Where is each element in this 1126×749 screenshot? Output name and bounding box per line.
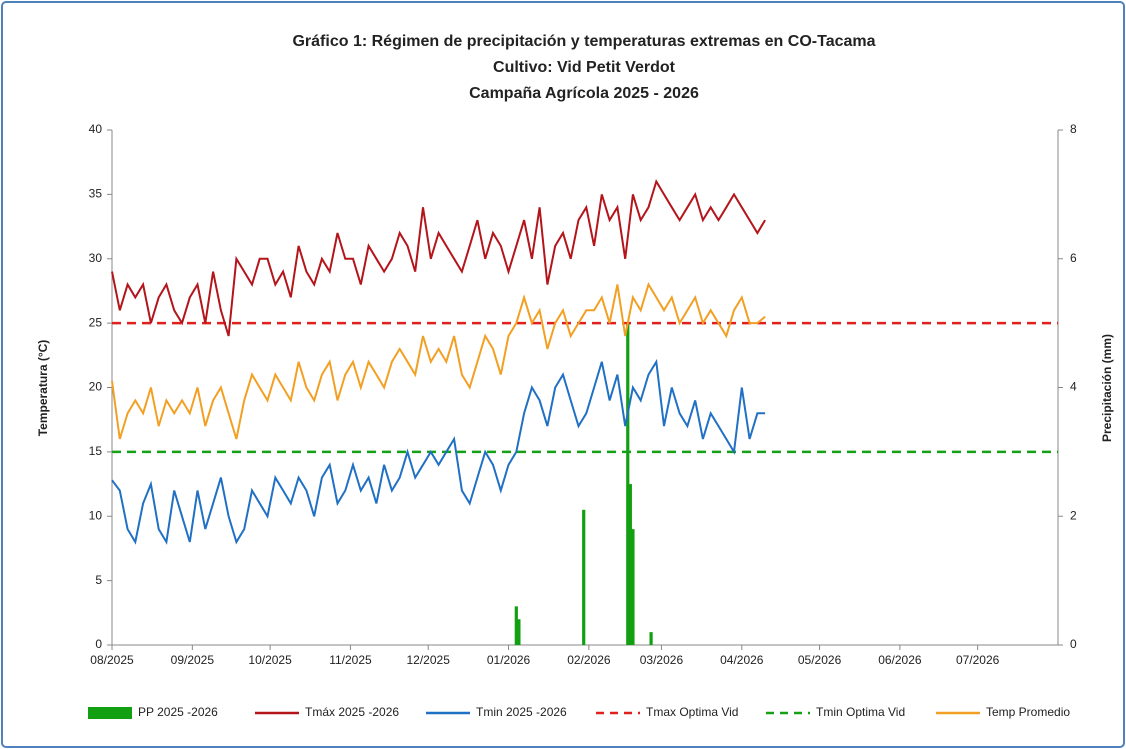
y-tick-label: 40	[89, 122, 103, 136]
x-tick-label: 01/2026	[487, 653, 531, 667]
chart-title: Gráfico 1: Régimen de precipitación y te…	[292, 33, 875, 50]
legend-label: Temp Promedio	[986, 705, 1070, 719]
y-tick-label: 15	[89, 444, 103, 458]
precip-bar	[628, 484, 632, 645]
y-tick-label: 0	[95, 637, 102, 651]
y2-tick-label: 2	[1070, 508, 1077, 522]
y-tick-label: 30	[89, 251, 103, 265]
x-tick-label: 08/2025	[90, 653, 134, 667]
precip-bar	[626, 323, 630, 645]
x-tick-label: 12/2025	[407, 653, 451, 667]
y2-axis-label: Precipitación (mm)	[1100, 334, 1114, 442]
precip-bar	[649, 632, 653, 645]
y-tick-label: 35	[89, 187, 103, 201]
legend-label: PP 2025 -2026	[138, 705, 218, 719]
x-tick-label: 07/2026	[956, 653, 1000, 667]
y-tick-label: 25	[89, 315, 103, 329]
x-tick-label: 06/2026	[878, 653, 922, 667]
y2-tick-label: 4	[1070, 380, 1077, 394]
series-line	[111, 282, 766, 440]
x-tick-label: 02/2026	[567, 653, 611, 667]
y2-tick-label: 6	[1070, 251, 1077, 265]
precip-bar	[514, 606, 518, 645]
x-tick-label: 05/2026	[798, 653, 842, 667]
y-tick-label: 5	[95, 573, 102, 587]
series-line	[111, 179, 766, 337]
chart-subtitle: Campaña Agrícola 2025 - 2026	[469, 85, 699, 102]
x-tick-label: 03/2026	[640, 653, 684, 667]
y2-tick-label: 8	[1070, 122, 1077, 136]
chart-subtitle: Cultivo: Vid Petit Verdot	[493, 59, 676, 76]
y-axis-label: Temperatura (°C)	[36, 340, 50, 437]
y-tick-label: 20	[89, 380, 103, 394]
x-tick-label: 09/2025	[171, 653, 215, 667]
precip-bar	[582, 509, 586, 645]
precip-bar	[631, 529, 635, 645]
x-tick-label: 04/2026	[720, 653, 764, 667]
legend-label: Tmáx 2025 -2026	[305, 705, 399, 719]
x-tick-label: 11/2025	[329, 653, 372, 667]
legend-swatch	[88, 707, 132, 719]
series-line	[111, 358, 766, 545]
legend-label: Tmin 2025 -2026	[476, 705, 567, 719]
legend-label: Tmin Optima Vid	[816, 705, 905, 719]
precip-bar	[517, 619, 521, 645]
y2-tick-label: 0	[1070, 637, 1077, 651]
y-tick-label: 10	[89, 508, 103, 522]
legend-label: Tmax Optima Vid	[646, 705, 738, 719]
x-tick-label: 10/2025	[248, 653, 292, 667]
